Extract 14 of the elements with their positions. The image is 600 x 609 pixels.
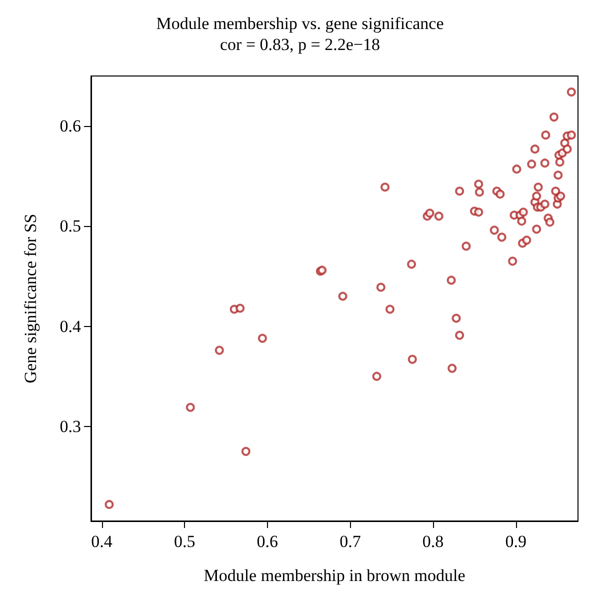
- chart-title: Module membership vs. gene significance: [156, 14, 444, 33]
- y-tick-label: 0.6: [60, 116, 81, 136]
- y-tick-label: 0.4: [60, 316, 82, 336]
- x-tick-label: 0.9: [505, 532, 527, 551]
- x-tick-label: 0.7: [340, 532, 362, 551]
- y-tick-label: 0.3: [60, 416, 81, 436]
- x-tick-label: 0.5: [174, 532, 196, 551]
- y-tick-label: 0.5: [60, 216, 81, 236]
- y-axis-title: Gene significance for SS: [21, 214, 40, 384]
- x-tick-label: 0.6: [256, 532, 278, 551]
- chart-subtitle: cor = 0.83, p = 2.2e−18: [220, 35, 380, 54]
- x-axis-title: Module membership in brown module: [204, 566, 466, 585]
- x-tick-label: 0.8: [422, 532, 444, 551]
- x-tick-label: 0.4: [91, 532, 113, 551]
